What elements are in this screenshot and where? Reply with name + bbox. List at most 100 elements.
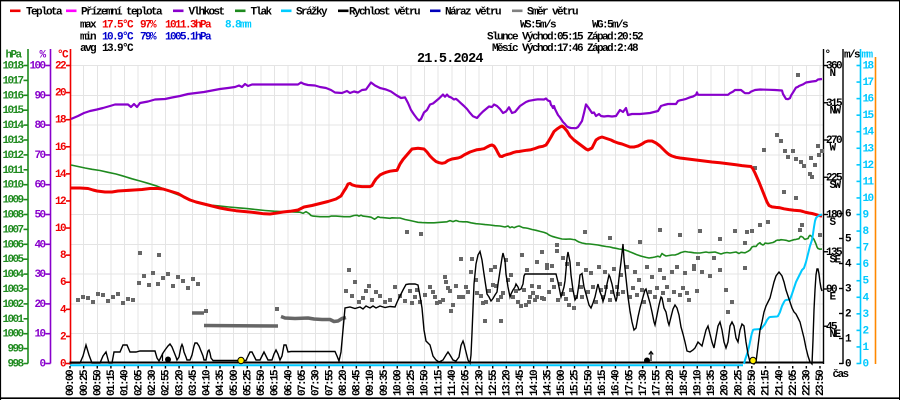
svg-text:60: 60 (34, 180, 45, 192)
svg-text:07:55: 07:55 (324, 369, 336, 396)
svg-text:40: 40 (34, 239, 45, 251)
svg-text:97%: 97% (140, 20, 157, 32)
svg-text:1011: 1011 (2, 165, 24, 177)
svg-text:16: 16 (863, 94, 874, 106)
svg-text:S: S (830, 217, 837, 229)
svg-text:00:25: 00:25 (79, 369, 91, 396)
svg-text:16:15: 16:15 (597, 369, 609, 396)
svg-text:8: 8 (60, 250, 67, 262)
svg-text:70: 70 (34, 150, 45, 162)
svg-text:22: 22 (55, 61, 66, 73)
svg-text:1005: 1005 (2, 254, 24, 266)
svg-text:02:05: 02:05 (133, 369, 145, 396)
svg-text:21:40: 21:40 (774, 370, 786, 396)
svg-text:6: 6 (863, 259, 869, 271)
svg-text:09:35: 09:35 (379, 369, 391, 396)
svg-text:13:20: 13:20 (502, 370, 514, 396)
svg-text:1: 1 (845, 334, 852, 346)
svg-text:02:30: 02:30 (147, 370, 159, 396)
svg-text:4: 4 (845, 259, 852, 271)
svg-text:08:20: 08:20 (338, 370, 350, 396)
svg-text:hPa: hPa (6, 50, 23, 62)
svg-text:3: 3 (845, 284, 852, 296)
svg-text:6: 6 (845, 209, 851, 221)
svg-text:79%: 79% (140, 32, 157, 44)
svg-text:5: 5 (863, 276, 870, 288)
svg-text:WG:5m/s: WG:5m/s (592, 20, 628, 32)
svg-text:0: 0 (845, 359, 851, 371)
svg-text:999: 999 (7, 344, 23, 356)
svg-text:1002: 1002 (2, 299, 23, 311)
svg-text:°: ° (825, 50, 831, 62)
svg-text:10: 10 (34, 329, 45, 341)
svg-text:Srážky: Srážky (296, 6, 328, 18)
svg-text:4: 4 (863, 292, 870, 304)
svg-text:12: 12 (863, 160, 874, 172)
svg-text:90: 90 (34, 90, 45, 102)
svg-text:1015: 1015 (2, 105, 24, 117)
svg-text:14:35: 14:35 (542, 369, 554, 396)
svg-text:05:00: 05:00 (229, 370, 241, 396)
svg-text:12:55: 12:55 (488, 369, 500, 396)
svg-text:W: W (830, 143, 837, 155)
svg-text:11:15: 11:15 (433, 369, 445, 396)
svg-text:12:05: 12:05 (461, 369, 473, 396)
svg-text:1: 1 (863, 342, 870, 354)
svg-text:8: 8 (863, 226, 870, 238)
svg-text:00:00: 00:00 (65, 370, 77, 396)
svg-text:90: 90 (826, 284, 837, 296)
svg-text:min: min (80, 32, 96, 44)
svg-text:19:10: 19:10 (692, 370, 704, 396)
svg-text:1009: 1009 (2, 195, 23, 207)
svg-text:06:40: 06:40 (283, 370, 295, 396)
svg-text:12:30: 12:30 (474, 370, 486, 396)
svg-text:03:45: 03:45 (188, 369, 200, 396)
svg-text:10.9°C: 10.9°C (102, 32, 134, 44)
svg-text:08:45: 08:45 (352, 369, 364, 396)
svg-text:Slunce Východ:05:15 Západ:20:5: Slunce Východ:05:15 Západ:20:52 (487, 32, 643, 44)
svg-text:01:40: 01:40 (120, 370, 132, 396)
svg-text:WS:5m/s: WS:5m/s (520, 20, 556, 32)
svg-text:01:15: 01:15 (106, 369, 118, 396)
svg-text:1011.3hPa: 1011.3hPa (165, 20, 212, 32)
svg-text:22:05: 22:05 (788, 369, 800, 396)
svg-text:13.9°C: 13.9°C (102, 43, 134, 55)
svg-text:0: 0 (60, 359, 66, 371)
svg-text:Tlak: Tlak (251, 6, 273, 18)
svg-text:17:30: 17:30 (638, 370, 650, 396)
svg-text:2: 2 (863, 325, 869, 337)
svg-text:10: 10 (863, 193, 874, 205)
svg-text:21.5.2024: 21.5.2024 (417, 52, 483, 67)
svg-text:10: 10 (55, 223, 66, 235)
svg-text:135: 135 (826, 247, 843, 259)
svg-text:20: 20 (34, 299, 45, 311)
svg-text:17: 17 (863, 77, 874, 89)
svg-text:Rychlost větru: Rychlost větru (349, 6, 420, 18)
svg-text:1018: 1018 (2, 61, 24, 73)
svg-text:22:30: 22:30 (802, 370, 814, 396)
svg-text:1005.1hPa: 1005.1hPa (165, 32, 212, 44)
svg-text:1004: 1004 (2, 269, 24, 281)
svg-text:05:25: 05:25 (242, 369, 254, 396)
svg-text:1008: 1008 (2, 210, 24, 222)
svg-text:max: max (80, 20, 97, 32)
svg-text:17:55: 17:55 (652, 369, 664, 396)
svg-text:avg: avg (80, 43, 96, 55)
svg-text:225: 225 (826, 172, 843, 184)
svg-text:15:50: 15:50 (583, 370, 595, 396)
svg-text:04:10: 04:10 (202, 370, 214, 396)
svg-text:1016: 1016 (2, 90, 23, 102)
svg-text:1006: 1006 (2, 239, 23, 251)
svg-text:1017: 1017 (2, 75, 23, 87)
svg-text:02:55: 02:55 (161, 369, 173, 396)
svg-text:4: 4 (60, 304, 67, 316)
svg-text:06:15: 06:15 (270, 369, 282, 396)
svg-text:360: 360 (826, 61, 842, 73)
svg-text:16:40: 16:40 (611, 370, 623, 396)
svg-text:1007: 1007 (2, 224, 23, 236)
svg-text:1012: 1012 (2, 150, 23, 162)
svg-text:07:30: 07:30 (311, 370, 323, 396)
svg-text:0: 0 (863, 359, 869, 371)
svg-text:180: 180 (826, 210, 842, 222)
svg-text:23:50: 23:50 (815, 370, 827, 396)
